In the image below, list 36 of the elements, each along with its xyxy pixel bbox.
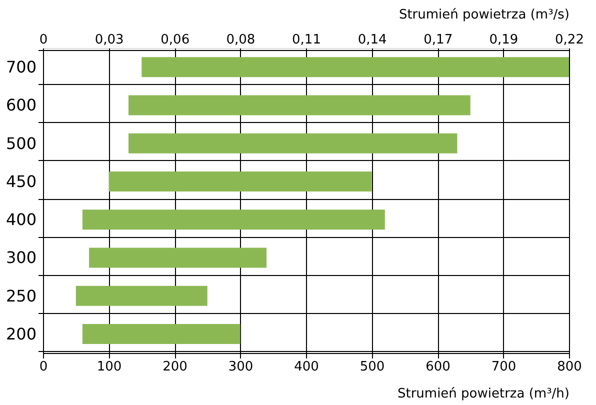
- x-tick-label: 100: [96, 360, 122, 374]
- bar: [89, 248, 267, 268]
- y-tick-label: 600: [6, 96, 36, 115]
- x-tick-label: 200: [162, 360, 188, 374]
- bar: [76, 286, 208, 306]
- y-tick-label: 500: [6, 134, 36, 153]
- bar: [142, 57, 569, 78]
- x-tick-label: 400: [294, 360, 319, 374]
- y-tick-label: 200: [6, 324, 36, 344]
- bar: [128, 133, 458, 154]
- x2-tick-label: 0,08: [226, 32, 256, 48]
- x2-tick-label: 0,06: [160, 32, 190, 48]
- bar: [108, 171, 372, 192]
- y-tick-label: 700: [6, 58, 36, 77]
- x-tick-label: 600: [426, 360, 450, 374]
- x-axis-title: Strumień powietrza (m³/h): [397, 386, 570, 402]
- y-tick-label: 300: [6, 248, 36, 268]
- bar: [128, 95, 470, 116]
- x-tick-label: 0: [39, 360, 48, 374]
- bar: [82, 210, 385, 230]
- x2-tick-label: 0,11: [292, 32, 321, 48]
- x2-tick-label: 0: [39, 32, 48, 48]
- y-tick-label: 250: [6, 286, 36, 306]
- x-tick-label: 500: [360, 360, 385, 374]
- x2-tick-label: 0,22: [555, 32, 584, 48]
- x2-tick-label: 0,03: [94, 32, 124, 48]
- bar: [82, 324, 240, 344]
- x2-axis-title: Strumień powietrza (m³/s): [398, 8, 570, 22]
- x2-tick-label: 0,19: [489, 32, 518, 48]
- x-tick-label: 300: [228, 360, 254, 374]
- x-tick-label: 700: [491, 360, 516, 374]
- y-tick-label: 450: [6, 172, 36, 191]
- x2-tick-label: 0,14: [358, 32, 387, 48]
- x-tick-label: 800: [557, 360, 582, 374]
- x2-tick-label: 0,17: [424, 32, 453, 48]
- y-tick-label: 400: [6, 210, 36, 230]
